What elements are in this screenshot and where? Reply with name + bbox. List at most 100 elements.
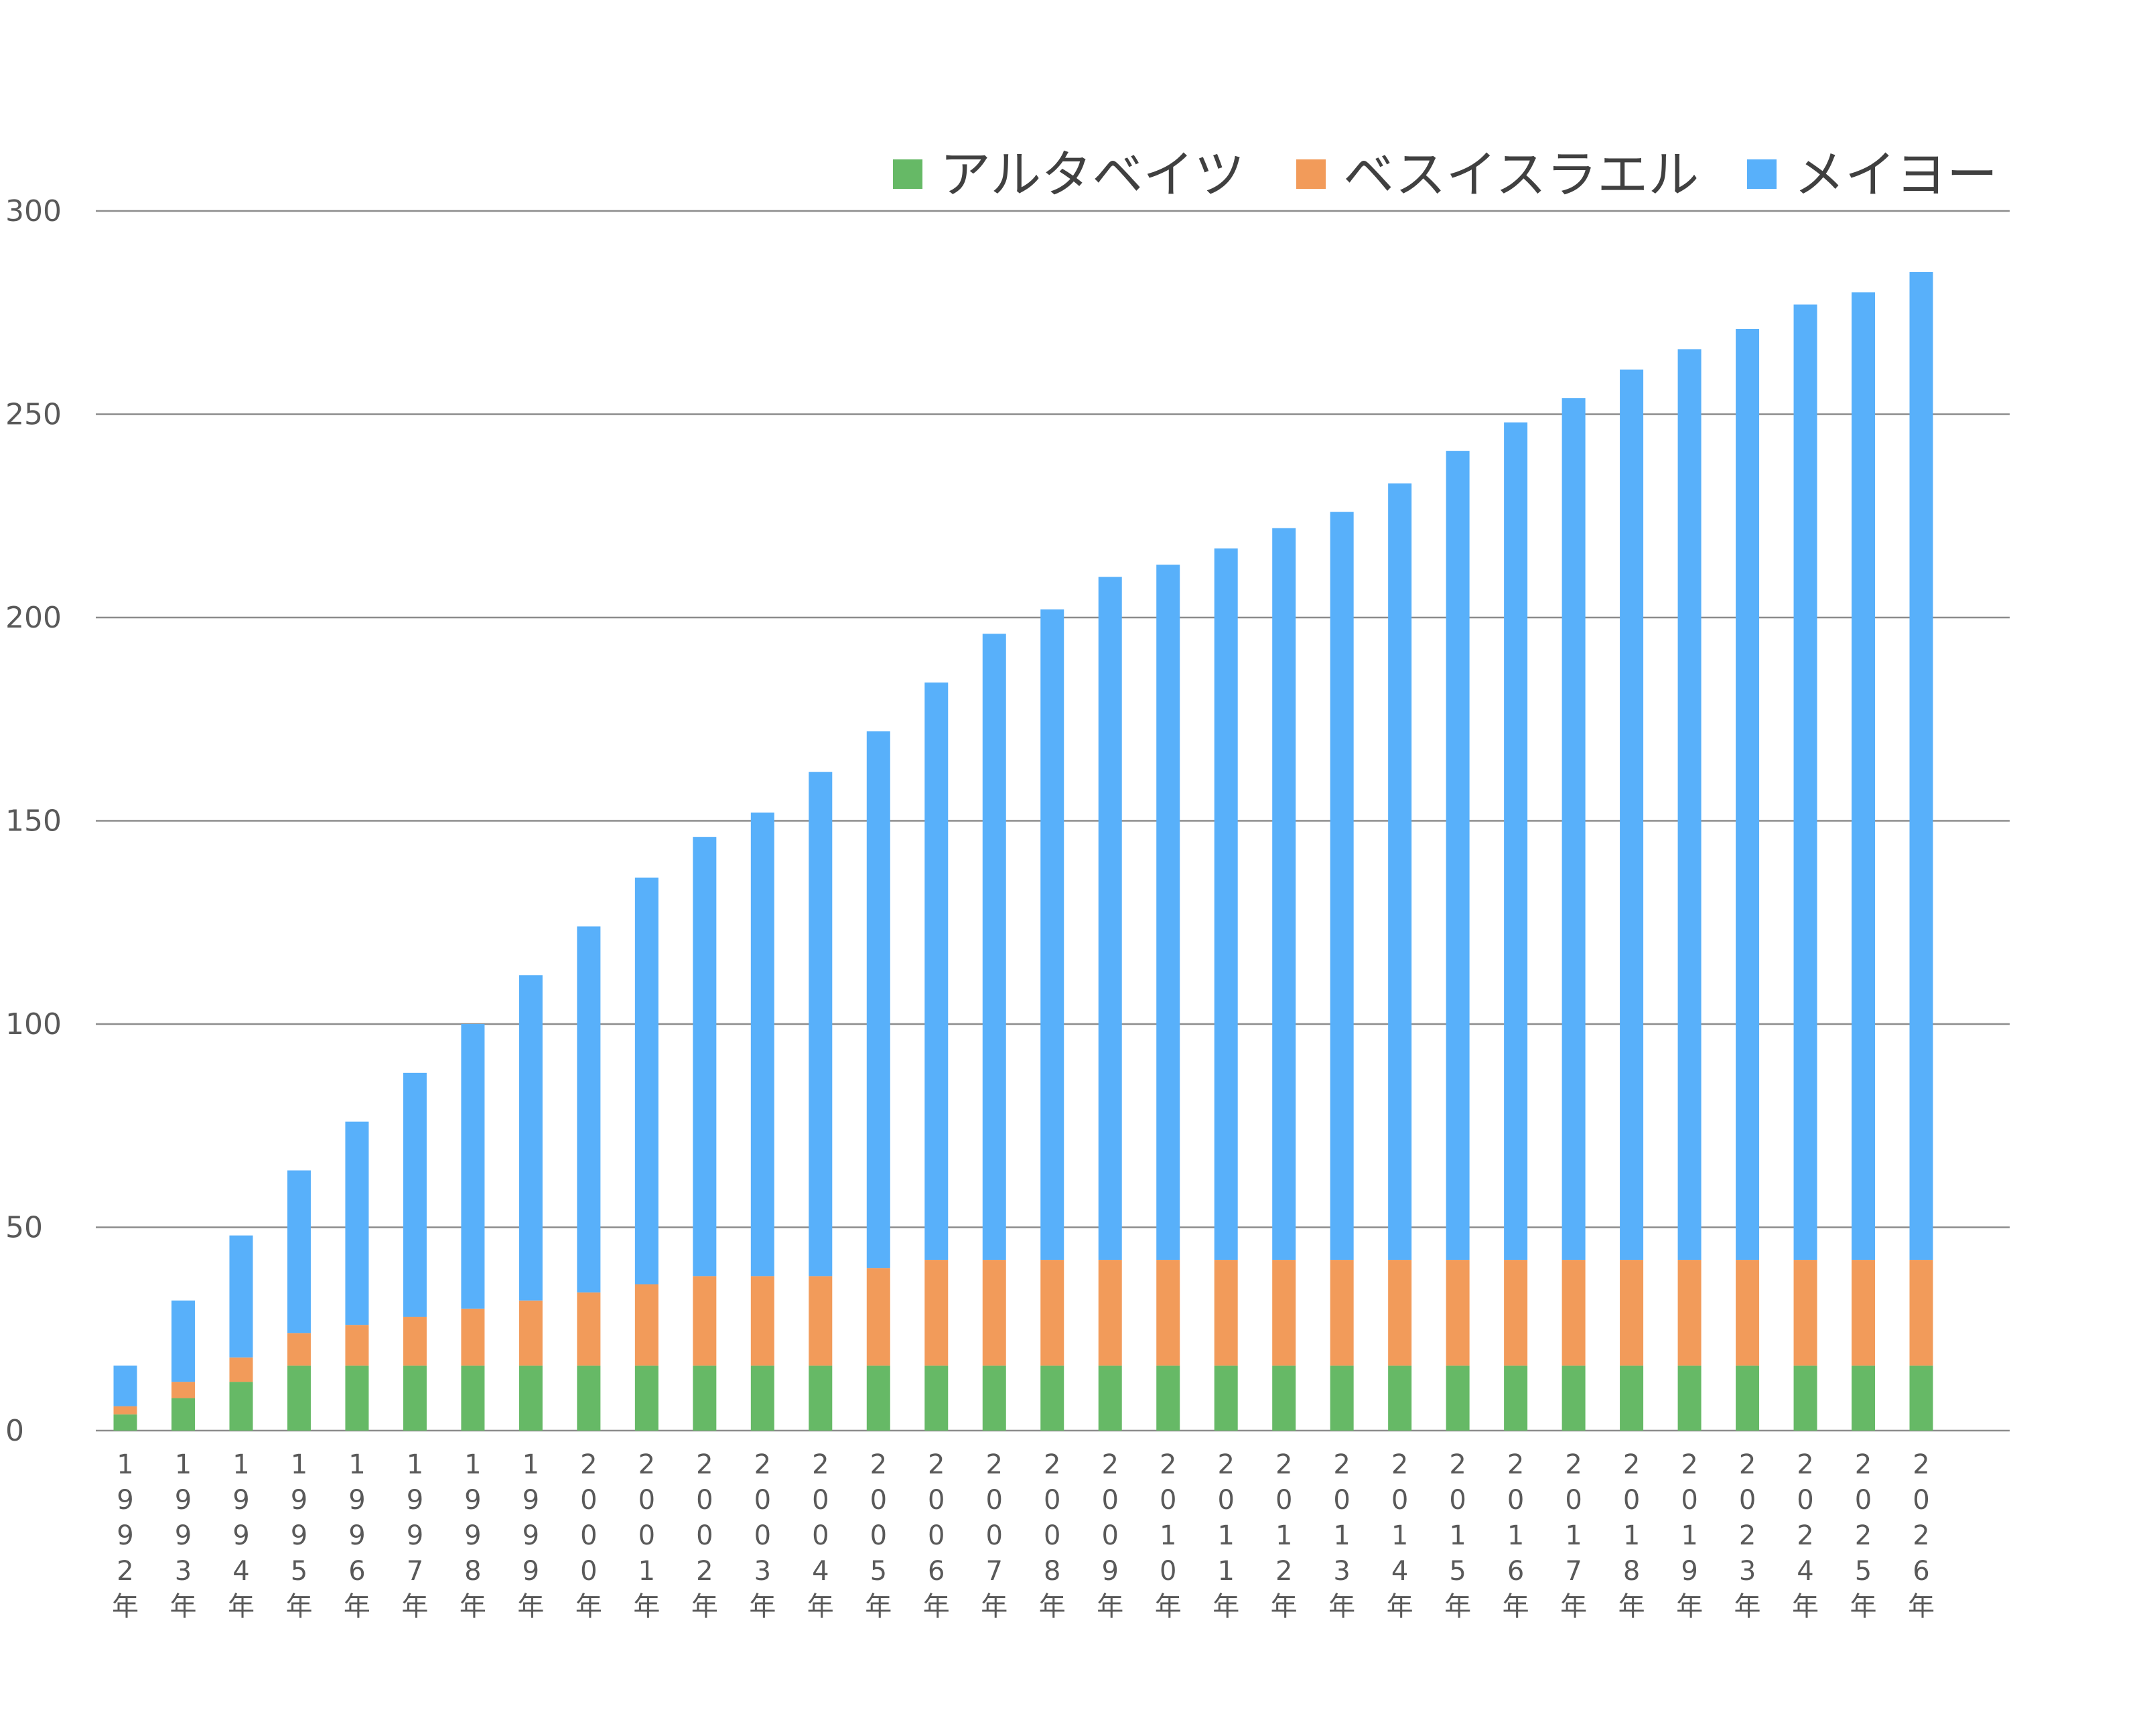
y-tick-label: 250 <box>5 398 62 432</box>
bar-segment-2 <box>693 1276 717 1366</box>
x-axis-ticks: 1 9 9 2 年 1 9 9 3 年 1 9 9 4 年 1 9 9 5 年 1 9 9 6 年 1 9 9 7 年 1 9 9 8 年 1 9 9 9 年… <box>112 1449 1935 1622</box>
bar-segment-3 <box>1330 512 1354 1260</box>
bar-segment-3 <box>750 812 774 1277</box>
bar-segment-2 <box>1214 1260 1238 1366</box>
bar-segment-3 <box>403 1072 427 1317</box>
bar-segment-2 <box>1909 1260 1933 1366</box>
y-axis-ticks: 0 50 100 150 200 250 300 <box>5 194 62 1448</box>
bar-segment-3 <box>1098 577 1122 1260</box>
bar-segment-2 <box>171 1382 195 1398</box>
bar-segment-1 <box>1793 1365 1817 1431</box>
bar-segment-2 <box>403 1317 427 1366</box>
bar-segment-1 <box>1504 1365 1528 1431</box>
bar-segment-1 <box>229 1382 253 1431</box>
bar-segment-3 <box>1388 483 1412 1260</box>
y-tick-label: 150 <box>5 804 62 839</box>
bar-segment-3 <box>1736 329 1760 1260</box>
bar-segment-2 <box>287 1333 311 1366</box>
bar-segment-3 <box>171 1300 195 1382</box>
bar-segment-2 <box>518 1300 543 1366</box>
bar-segment-1 <box>634 1365 659 1431</box>
bar-segment-1 <box>1909 1365 1933 1431</box>
bar-segment-2 <box>1736 1260 1760 1366</box>
bar-segment-2 <box>866 1268 890 1366</box>
bar-segment-2 <box>1793 1260 1817 1366</box>
bar-segment-1 <box>1214 1365 1238 1431</box>
bar-segment-2 <box>229 1357 253 1382</box>
bar-segment-1 <box>345 1365 369 1431</box>
bar-segment-2 <box>924 1260 949 1366</box>
bar-segment-2 <box>1504 1260 1528 1366</box>
bar-segment-2 <box>634 1284 659 1366</box>
bar-segment-2 <box>113 1406 137 1415</box>
y-tick-label: 50 <box>5 1211 43 1245</box>
legend-swatch-3 <box>1747 159 1777 189</box>
bar-segment-2 <box>1272 1260 1296 1366</box>
bar-segment-3 <box>577 926 601 1293</box>
bar-segment-2 <box>1156 1260 1180 1366</box>
bar-segment-3 <box>1620 369 1644 1260</box>
bar-segment-2 <box>1098 1260 1122 1366</box>
bar-segment-3 <box>113 1365 137 1406</box>
bar-segment-3 <box>345 1121 369 1325</box>
bar-segment-1 <box>518 1365 543 1431</box>
bar-segment-1 <box>1040 1365 1064 1431</box>
bar-segment-3 <box>1040 609 1064 1260</box>
bar-segment-1 <box>171 1398 195 1431</box>
bar-segment-3 <box>866 731 890 1269</box>
bar-segment-1 <box>461 1365 485 1431</box>
bar-segment-1 <box>866 1365 890 1431</box>
bar-segment-2 <box>1852 1260 1876 1366</box>
bar-segment-3 <box>1214 548 1238 1260</box>
bar-segment-3 <box>1504 422 1528 1260</box>
y-tick-label: 0 <box>5 1414 24 1448</box>
bar-segment-1 <box>113 1414 137 1431</box>
bar-segment-2 <box>982 1260 1006 1366</box>
bar-segment-3 <box>1677 349 1702 1260</box>
bar-segment-3 <box>924 682 949 1260</box>
bar-segment-2 <box>1040 1260 1064 1366</box>
bar-segment-2 <box>1446 1260 1470 1366</box>
bar-segment-3 <box>1156 565 1180 1260</box>
bar-segment-1 <box>1736 1365 1760 1431</box>
bar-segment-1 <box>1852 1365 1876 1431</box>
bar-segment-3 <box>1272 528 1296 1260</box>
bar-segment-2 <box>1677 1260 1702 1366</box>
bar-segment-1 <box>1562 1365 1586 1431</box>
bar-segment-1 <box>1446 1365 1470 1431</box>
bar-segment-3 <box>634 877 659 1285</box>
bar-segment-2 <box>809 1276 833 1366</box>
bar-segment-3 <box>809 772 833 1277</box>
legend-swatch-1 <box>893 159 922 189</box>
bar-segment-2 <box>750 1276 774 1366</box>
y-tick-label: 200 <box>5 601 62 635</box>
bar-segment-3 <box>1562 398 1586 1260</box>
bar-segment-2 <box>1562 1260 1586 1366</box>
bar-segment-2 <box>461 1308 485 1366</box>
bar-segment-1 <box>1677 1365 1702 1431</box>
legend-label-2: ベスイスラエル <box>1343 145 1699 204</box>
legend-label-1: アルタベイツ <box>940 145 1245 204</box>
bar-segment-1 <box>287 1365 311 1431</box>
bar-segment-1 <box>693 1365 717 1431</box>
bar-segment-2 <box>1620 1260 1644 1366</box>
